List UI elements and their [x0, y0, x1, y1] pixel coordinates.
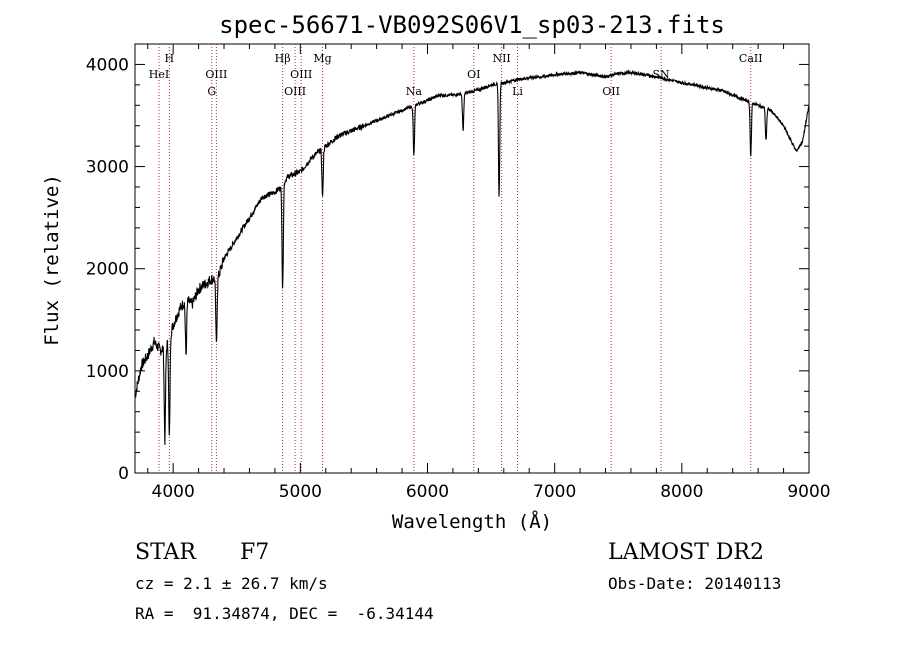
coordinates: RA = 91.34874, DEC = -6.34144: [135, 604, 434, 623]
survey-name: LAMOST DR2: [608, 540, 764, 565]
x-axis-label: Wavelength (Å): [392, 510, 552, 533]
x-tick-label: 6000: [406, 482, 449, 502]
x-tick-label: 4000: [152, 482, 195, 502]
marker-label: OII: [602, 85, 620, 98]
observation-date: Obs-Date: 20140113: [608, 574, 782, 593]
marker-label: NII: [492, 52, 510, 65]
y-tick-label: 3000: [86, 158, 129, 178]
redshift-velocity: cz = 2.1 ± 26.7 km/s: [135, 574, 328, 593]
spectrum-line: [134, 69, 810, 445]
marker-label: Na: [406, 85, 423, 98]
plot-frame: [134, 43, 810, 474]
marker-label: OIII: [284, 85, 306, 98]
y-tick-label: 0: [118, 464, 129, 484]
marker-label: CaII: [739, 52, 763, 65]
y-tick-label: 4000: [86, 55, 129, 75]
marker-label: Mg: [313, 52, 331, 65]
marker-label: OI: [467, 68, 480, 81]
object-class: STAR: [135, 540, 196, 565]
marker-label: OIII: [205, 68, 227, 81]
marker-label: G: [207, 85, 216, 98]
object-subclass: F7: [240, 540, 270, 565]
y-tick-label: 1000: [86, 362, 129, 382]
marker-label: OIII: [290, 68, 312, 81]
spectrum-series: [134, 69, 810, 445]
marker-label: Li: [512, 85, 523, 98]
marker-label: Hβ: [275, 52, 291, 65]
marker-label: HeI: [149, 68, 169, 81]
y-axis-label: Flux (relative): [41, 174, 63, 346]
x-tick-label: 7000: [533, 482, 576, 502]
chart-title: spec-56671-VB092S06V1_sp03-213.fits: [219, 11, 725, 39]
axis-ticks: 4000 5000 6000 7000 8000 9000 0 1000 2000 3000 400…: [86, 44, 831, 502]
marker-label: H: [165, 52, 175, 65]
y-tick-label: 2000: [86, 260, 129, 280]
x-tick-label: 8000: [660, 482, 703, 502]
x-tick-label: 5000: [279, 482, 322, 502]
x-tick-label: 9000: [787, 482, 830, 502]
